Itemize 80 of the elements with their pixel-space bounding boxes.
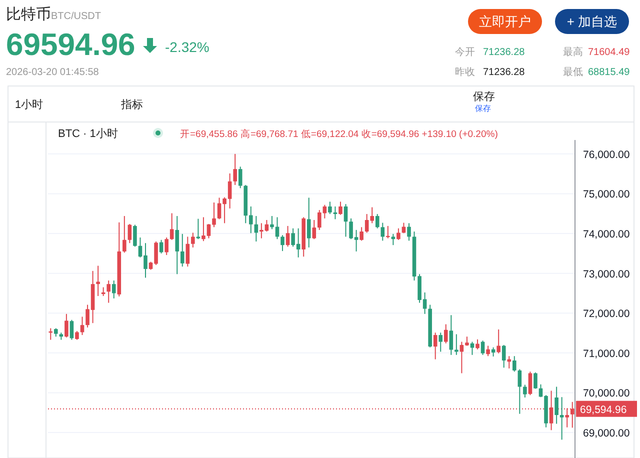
candlestick [233, 153, 237, 186]
annotation: BTC · 1小时 [58, 127, 118, 140]
y-tick-label: 73,000.00 [583, 268, 630, 280]
y-tick-label: 69,000.00 [583, 428, 630, 440]
candlestick [496, 328, 500, 354]
candlestick [518, 368, 522, 414]
candlestick [396, 228, 400, 240]
candlestick [306, 197, 311, 248]
candlestick [238, 166, 242, 189]
text: + 加自选 [566, 14, 618, 29]
candlestick [444, 324, 448, 344]
text: 68815.49 [588, 67, 630, 78]
candlestick [96, 265, 100, 297]
candlestick [70, 319, 74, 340]
candlestick [164, 237, 168, 256]
candlestick [170, 212, 174, 240]
text: 保存 [473, 91, 495, 103]
candlestick [175, 216, 180, 275]
candlestick [486, 345, 490, 357]
y-tick-label: 71,000.00 [583, 348, 630, 360]
candlestick [133, 224, 137, 248]
text: 指标 [120, 99, 143, 111]
candlestick [476, 338, 480, 350]
annotation: 开=69,455.86 高=69,768.71 低=69,122.04 收=69,594.96 +139.10 (+0.20%) [180, 128, 498, 140]
candlestick [534, 372, 538, 390]
candlestick [196, 218, 200, 240]
candlestick [454, 334, 458, 356]
candlestick [523, 384, 527, 398]
text: 保存 [475, 104, 491, 113]
text: 最高 [563, 46, 583, 58]
text: -2.32% [165, 39, 210, 55]
y-tick-label: 74,000.00 [583, 228, 630, 241]
candlestick [128, 223, 132, 244]
candlestick [470, 341, 474, 356]
text: 1小时 [15, 98, 44, 111]
candlestick [375, 214, 380, 229]
candlestick [480, 340, 485, 356]
candlestick [106, 280, 110, 304]
candlestick [80, 316, 84, 336]
candlestick [180, 233, 184, 268]
candlestick [312, 219, 316, 240]
candlestick [344, 204, 348, 238]
text: 今开 [455, 46, 475, 58]
candlestick [407, 222, 411, 242]
chart-title: 比特币 [6, 6, 51, 23]
chart-subtitle: BTC/USDT [51, 11, 101, 22]
text: 2026-03-20 01:45:58 [6, 67, 100, 78]
candlestick [360, 226, 364, 242]
text: 71604.49 [588, 47, 630, 58]
candlestick [433, 332, 438, 360]
candlestick [270, 216, 274, 230]
y-tick-label: 76,000.00 [583, 148, 630, 161]
candlestick [112, 280, 116, 299]
candlestick [286, 225, 290, 248]
candlestick [338, 201, 342, 216]
candlestick [191, 232, 195, 248]
y-tick-label: 70,000.00 [583, 388, 630, 400]
y-tick-label: 75,000.00 [583, 188, 630, 201]
text: 立即开户 [479, 14, 531, 29]
candlestick [438, 332, 443, 352]
candlestick [449, 314, 454, 356]
candlestick [512, 356, 516, 372]
candlestick [391, 233, 396, 246]
candlestick [186, 236, 190, 268]
text: 69594.96 [6, 27, 136, 62]
candlestick [560, 396, 564, 440]
candlestick [280, 234, 284, 252]
y-tick-label: 72,000.00 [583, 308, 630, 320]
candlestick [502, 344, 506, 368]
candlestick [554, 386, 558, 424]
candlestick [380, 222, 385, 242]
text: 最低 [563, 67, 583, 78]
text: 昨收 [455, 66, 475, 78]
candlestick [64, 313, 68, 338]
ref-line-label: 69,594.96 [580, 404, 627, 416]
candlestick [122, 216, 126, 254]
text: 71236.28 [483, 67, 526, 78]
text: 71236.28 [483, 47, 526, 58]
candlestick [328, 201, 332, 215]
candlestick [528, 371, 532, 396]
